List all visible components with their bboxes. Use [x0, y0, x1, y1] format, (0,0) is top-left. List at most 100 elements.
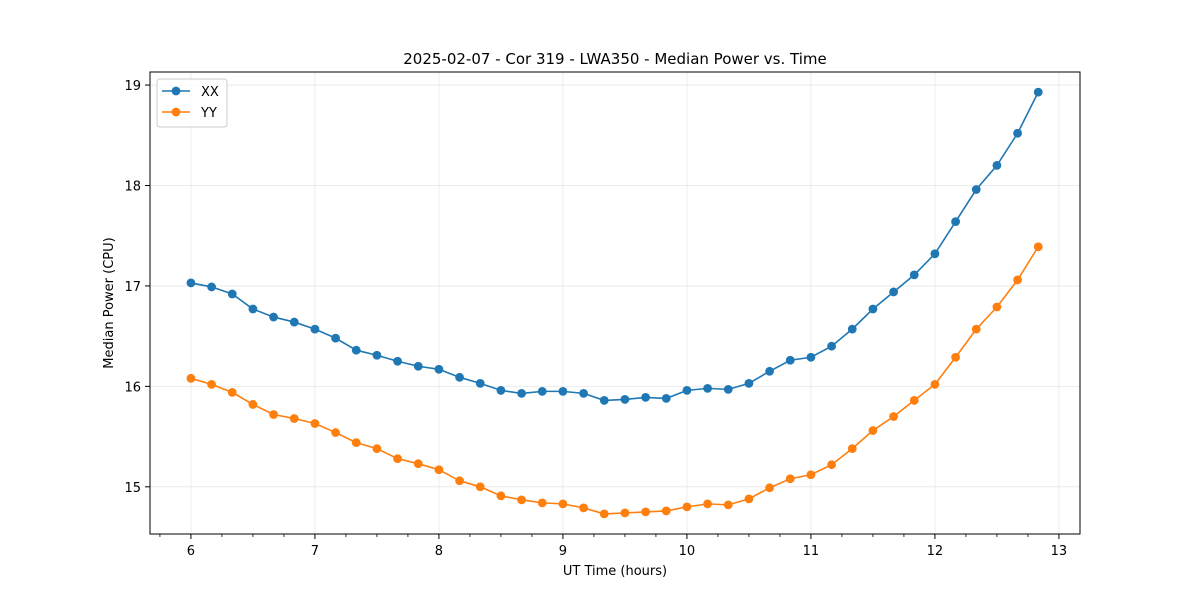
data-point-xx [434, 364, 444, 374]
data-point-xx [310, 324, 320, 334]
data-point-xx [517, 388, 526, 398]
data-point-xx [413, 361, 423, 371]
data-point-xx [806, 352, 816, 362]
data-point-yy [517, 495, 526, 505]
y-tick-label: 18 [124, 179, 141, 194]
data-point-yy [537, 498, 547, 508]
data-point-yy [827, 460, 836, 470]
y-tick-label: 19 [124, 79, 141, 94]
y-tick-label: 17 [124, 280, 141, 295]
data-point-yy [723, 500, 733, 510]
data-point-xx [682, 385, 692, 395]
data-point-yy [393, 454, 402, 464]
data-point-xx [661, 394, 671, 403]
legend-marker-yy [171, 107, 181, 117]
data-point-xx [186, 278, 196, 288]
data-point-xx [599, 396, 609, 405]
data-point-yy [599, 509, 609, 519]
data-point-xx [269, 312, 278, 322]
legend: XX YY [156, 78, 228, 128]
y-tick-label: 15 [124, 481, 141, 496]
data-point-xx [496, 385, 506, 395]
x-tick-label: 13 [1051, 544, 1068, 559]
data-point-yy [744, 494, 754, 504]
series-layer [186, 87, 1043, 519]
legend-marker-xx [171, 86, 181, 96]
grid-layer [150, 72, 1080, 534]
data-point-xx [351, 345, 361, 355]
data-point-xx [847, 324, 857, 334]
x-axis-label: UT Time (hours) [563, 564, 667, 579]
y-tick-label: 16 [124, 380, 141, 395]
chart-title: 2025-02-07 - Cor 319 - LWA350 - Median P… [403, 50, 827, 68]
data-point-xx [558, 386, 568, 396]
data-point-yy [455, 476, 464, 486]
data-point-yy [434, 465, 444, 475]
data-point-yy [785, 474, 795, 484]
data-point-xx [723, 384, 733, 394]
x-tick-label: 12 [927, 544, 944, 559]
legend-label-yy: YY [200, 106, 217, 121]
legend-label-xx: XX [201, 85, 219, 100]
data-point-yy [992, 302, 1002, 312]
data-point-yy [331, 428, 340, 437]
data-point-xx [785, 355, 795, 365]
data-point-yy [703, 499, 712, 509]
data-point-xx [765, 366, 774, 376]
data-point-xx [248, 304, 258, 314]
data-point-yy [289, 414, 299, 423]
data-point-xx [331, 333, 340, 343]
data-point-yy [909, 396, 919, 405]
data-point-yy [207, 379, 216, 389]
data-point-yy [1033, 242, 1043, 252]
data-point-xx [227, 289, 237, 299]
data-point-xx [827, 341, 836, 351]
data-point-yy [765, 483, 774, 493]
x-tick-label: 7 [311, 544, 319, 559]
data-point-yy [351, 438, 361, 447]
data-point-xx [475, 378, 485, 388]
data-point-yy [269, 410, 278, 419]
data-point-yy [661, 506, 671, 516]
data-point-yy [868, 426, 878, 435]
data-point-yy [1013, 275, 1022, 285]
plot-area-frame [149, 71, 1081, 535]
data-point-xx [1033, 87, 1043, 97]
data-point-xx [207, 282, 216, 292]
data-point-xx [951, 217, 960, 227]
data-point-yy [889, 412, 898, 421]
data-point-yy [951, 352, 960, 362]
data-point-xx [579, 388, 588, 398]
data-point-xx [1013, 128, 1022, 138]
data-point-xx [868, 304, 878, 314]
x-tick-label: 10 [679, 544, 696, 559]
data-point-xx [703, 383, 712, 393]
data-point-xx [620, 395, 630, 404]
data-point-yy [558, 499, 568, 509]
data-point-yy [682, 502, 692, 512]
data-point-yy [413, 459, 423, 469]
data-point-xx [537, 386, 547, 396]
data-point-yy [847, 444, 857, 454]
x-tick-label: 9 [559, 544, 567, 559]
data-point-yy [475, 482, 485, 492]
data-point-yy [579, 503, 588, 513]
data-point-xx [971, 185, 981, 194]
x-tick-label: 8 [435, 544, 443, 559]
data-point-yy [930, 379, 940, 389]
tick-layer: 6 7 8 9 10 11 12 13 15 16 17 18 19 [124, 79, 1067, 559]
data-point-xx [372, 350, 382, 360]
data-point-xx [889, 287, 898, 297]
data-point-xx [641, 393, 650, 402]
data-point-yy [186, 373, 196, 383]
data-point-yy [971, 324, 981, 334]
data-point-xx [393, 356, 402, 366]
x-tick-label: 11 [803, 544, 820, 559]
data-point-xx [930, 249, 940, 259]
data-point-xx [289, 317, 299, 327]
data-point-xx [744, 378, 754, 388]
data-point-xx [455, 372, 464, 382]
data-point-yy [496, 491, 506, 501]
data-point-yy [806, 470, 816, 480]
